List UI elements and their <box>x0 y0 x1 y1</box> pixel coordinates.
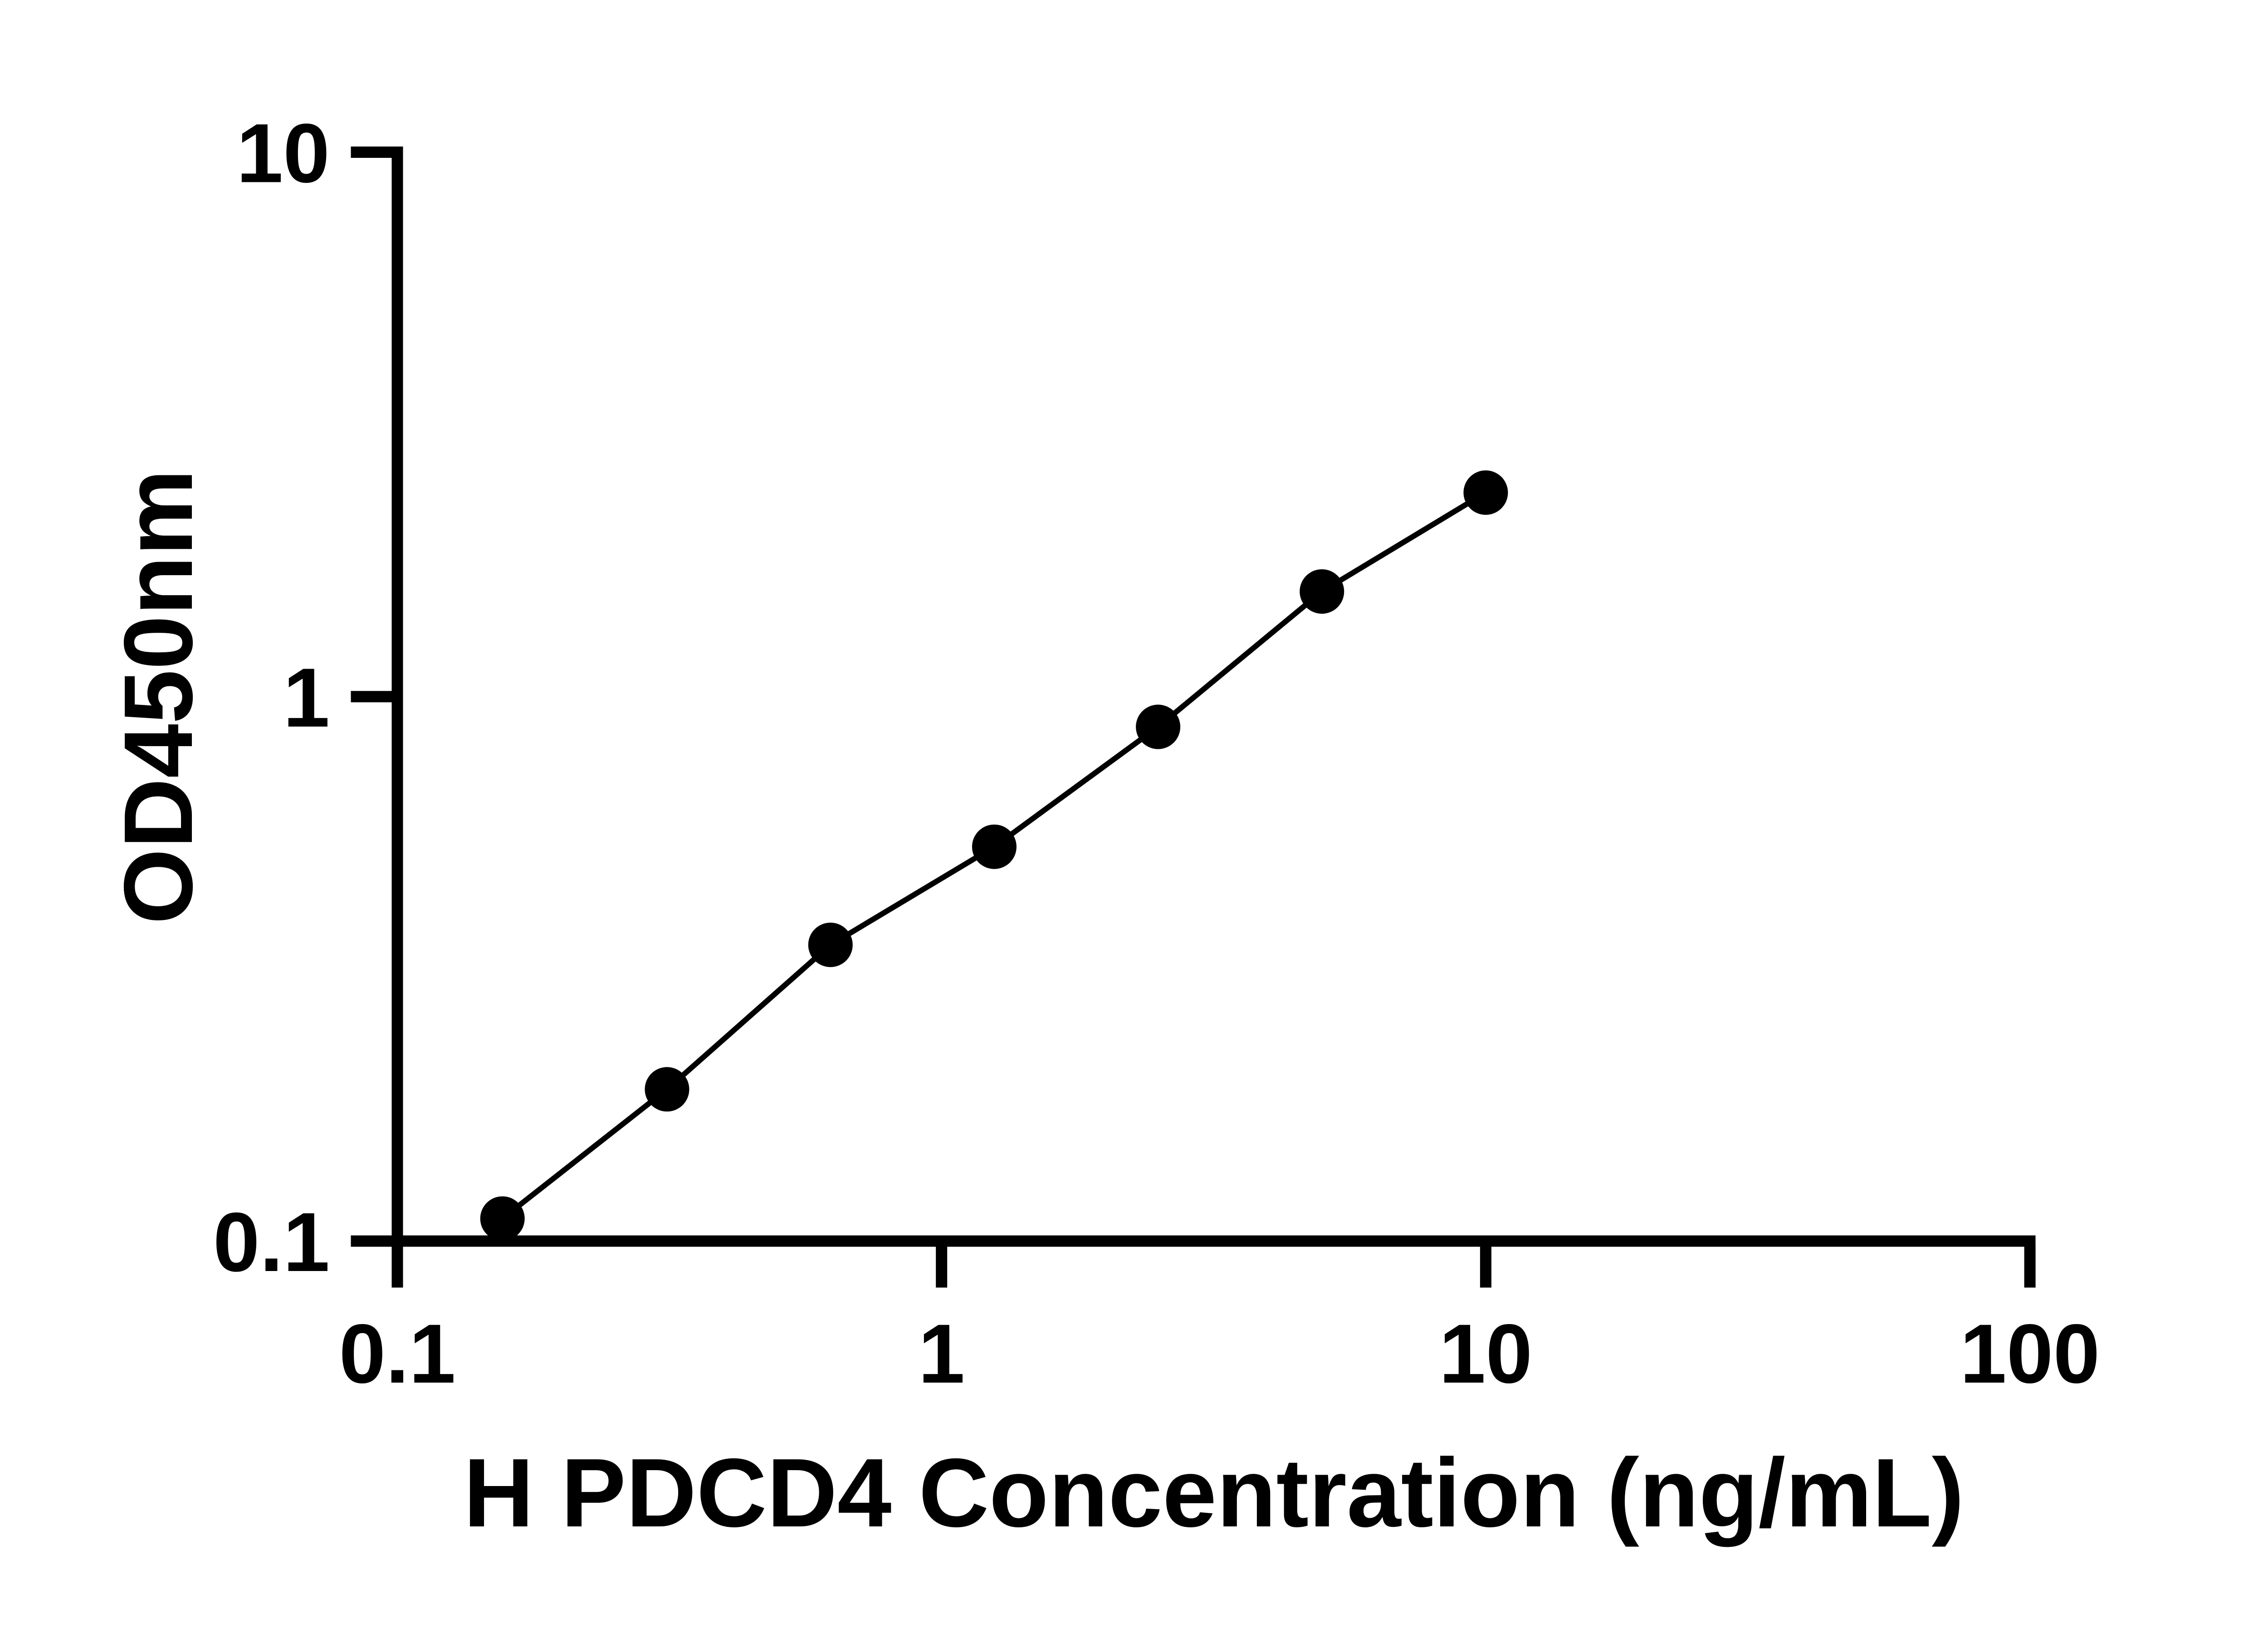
x-axis-title: H PDCD4 Concentration (ng/mL) <box>464 1438 1965 1547</box>
data-point-0.156ng-ml <box>480 1196 525 1241</box>
y-tick-label-0.1: 0.1 <box>213 1196 330 1289</box>
y-tick-label-10: 10 <box>236 107 330 200</box>
x-tick-label-100: 100 <box>1960 1307 2100 1401</box>
data-point-2.5ng-ml <box>1136 704 1181 749</box>
data-point-10ng-ml <box>1463 470 1508 515</box>
axis-ticks <box>351 147 2036 1288</box>
data-point-5ng-ml <box>1300 569 1344 614</box>
x-tick-label-0.1: 0.1 <box>339 1307 455 1401</box>
data-series-layer <box>480 470 1508 1241</box>
y-tick-label-1: 1 <box>283 651 330 745</box>
data-point-0.625ng-ml <box>808 922 853 967</box>
data-point-1.25ng-ml <box>972 824 1017 869</box>
x-tick-label-1: 1 <box>918 1307 965 1401</box>
axes-layer <box>391 147 2036 1247</box>
tick-label-layer: 0.1 1 10 0.1 1 10 100 <box>213 107 2100 1401</box>
data-point-0.313ng-ml <box>645 1067 689 1112</box>
axis-spines <box>391 147 2036 1247</box>
y-axis-title: OD450nm <box>103 469 213 924</box>
x-tick-label-10: 10 <box>1439 1307 1533 1401</box>
tick-layer <box>351 147 2036 1288</box>
